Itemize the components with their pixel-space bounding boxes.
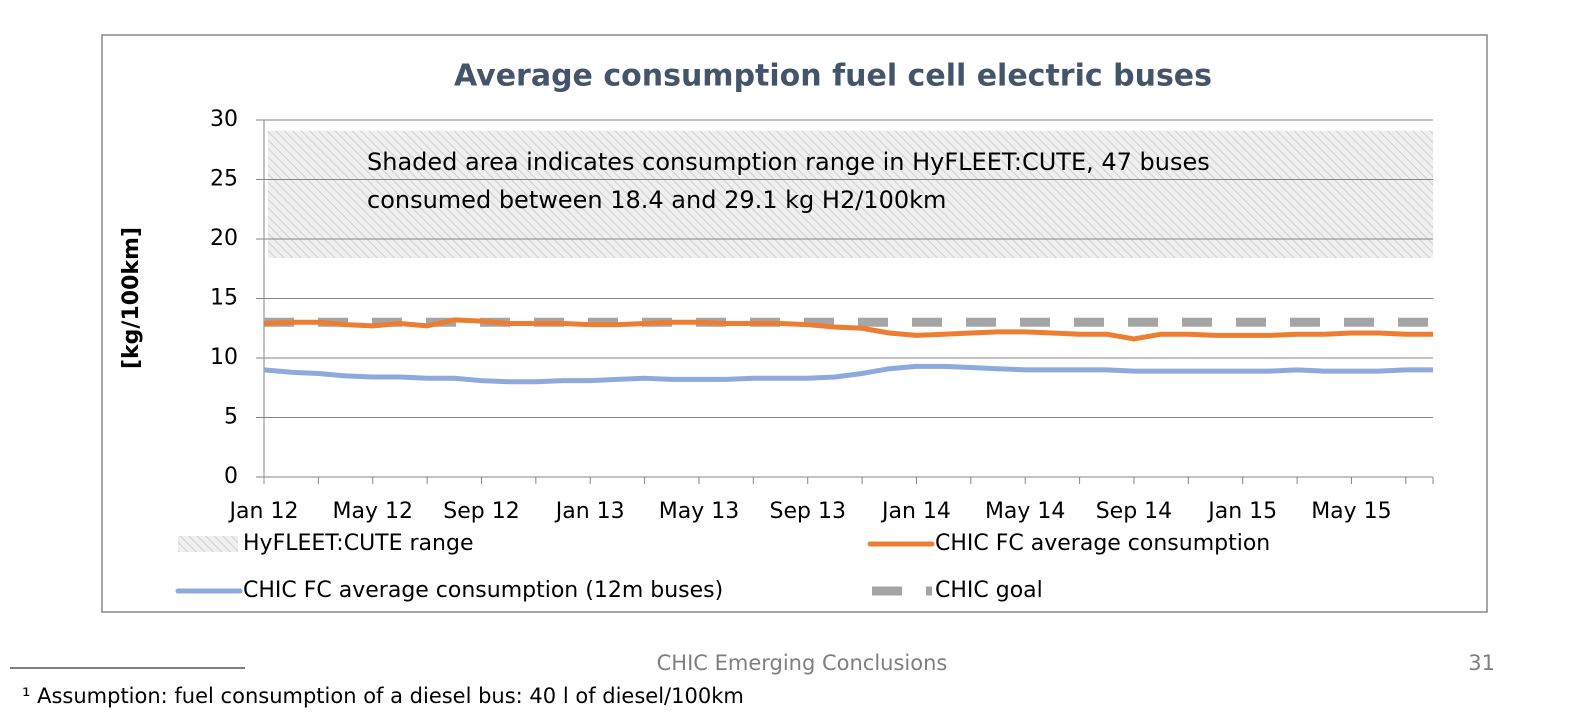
legend-swatch (178, 536, 238, 552)
x-tick-label: Sep 13 (769, 499, 845, 524)
y-tick-label: 20 (210, 226, 238, 251)
x-tick-label: May 12 (333, 499, 413, 524)
y-tick-label: 30 (210, 107, 238, 132)
y-tick-label: 5 (224, 405, 238, 430)
x-tick-label: May 15 (1311, 499, 1391, 524)
legend-label: CHIC FC average consumption (935, 531, 1270, 556)
page-number: 31 (1468, 651, 1495, 675)
x-tick-label: May 14 (985, 499, 1065, 524)
x-tick-label: Jan 14 (880, 499, 951, 524)
legend-label: CHIC FC average consumption (12m buses) (243, 578, 723, 603)
legend-label: HyFLEET:CUTE range (243, 531, 473, 556)
y-tick-label: 25 (210, 167, 238, 192)
y-tick-label: 0 (224, 464, 238, 489)
x-tick-label: Jan 12 (228, 499, 299, 524)
x-tick-label: Sep 12 (443, 499, 519, 524)
annotation: Shaded area indicates consumption range … (367, 148, 1210, 176)
series-line (263, 317, 1433, 342)
series-line (263, 363, 1433, 385)
y-tick-label: 15 (210, 286, 238, 311)
x-tick-label: Sep 14 (1096, 499, 1172, 524)
annotation: consumed between 18.4 and 29.1 kg H2/100… (367, 186, 946, 214)
y-axis-label: [kg/100km] (119, 227, 144, 369)
x-tick-label: Jan 15 (1206, 499, 1277, 524)
x-tick-label: Jan 13 (554, 499, 625, 524)
range-band (268, 130, 1433, 259)
y-tick-label: 10 (210, 345, 238, 370)
footer-title: CHIC Emerging Conclusions (657, 651, 948, 675)
x-tick-label: May 13 (659, 499, 739, 524)
legend-label: CHIC goal (935, 578, 1043, 603)
footnote: ¹ Assumption: fuel consumption of a dies… (22, 684, 744, 708)
chart-title: Average consumption fuel cell electric b… (454, 59, 1212, 94)
